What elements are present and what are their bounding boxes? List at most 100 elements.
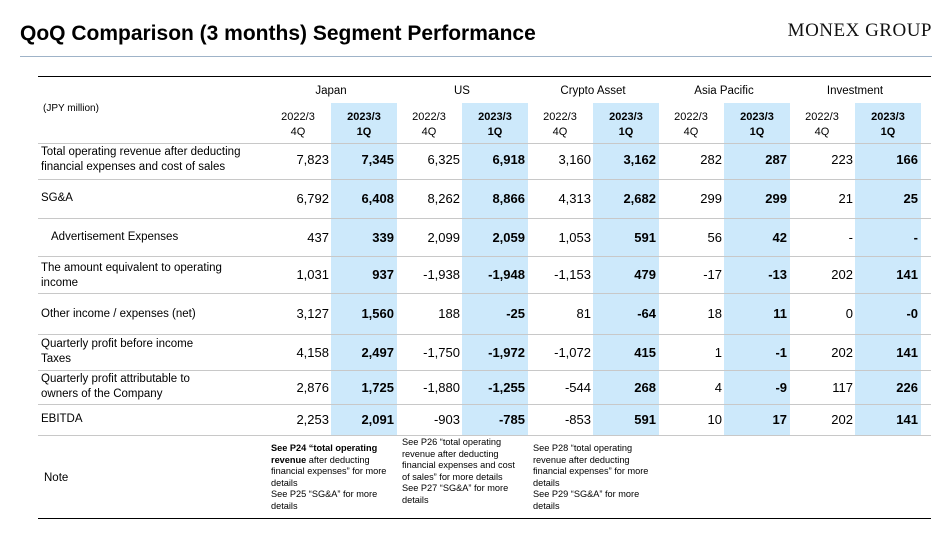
value-cell: -1,880 [423, 380, 460, 395]
value-cell: - [913, 230, 918, 245]
row-divider [38, 179, 931, 180]
value-cell: 339 [372, 230, 394, 245]
row-label-total-revenue: Total operating revenue after deducting … [41, 146, 241, 173]
value-cell: -1,938 [423, 267, 460, 282]
value-cell: 7,823 [296, 152, 329, 167]
segment-header-us: US [454, 85, 470, 97]
value-cell: -25 [506, 306, 525, 321]
value-cell: 25 [903, 191, 918, 206]
value-cell: 2,059 [492, 230, 525, 245]
value-cell: 2,497 [361, 345, 394, 360]
value-cell: -13 [768, 267, 787, 282]
row-label-ebitda: EBITDA [41, 413, 83, 425]
value-cell: 4,158 [296, 345, 329, 360]
value-cell: 299 [765, 191, 787, 206]
company-logo: MONEX GROUP [787, 20, 932, 41]
period-prev: 2022/3 4Q [674, 111, 708, 138]
value-cell: 81 [576, 306, 591, 321]
value-cell: 56 [707, 230, 722, 245]
value-cell: 226 [896, 380, 918, 395]
value-cell: -9 [775, 380, 787, 395]
value-cell: -1 [775, 345, 787, 360]
period-prev: 2022/3 4Q [412, 111, 446, 138]
value-cell: 141 [896, 412, 918, 427]
segment-header-asia: Asia Pacific [694, 85, 754, 97]
table-bottom-border [38, 518, 931, 519]
value-cell: 2,682 [623, 191, 656, 206]
value-cell: 4 [714, 380, 722, 395]
value-cell: -1,153 [554, 267, 591, 282]
value-cell: 223 [831, 152, 853, 167]
note-japan-bold: See P24 “total operating revenue [271, 443, 378, 465]
value-cell: 415 [634, 345, 656, 360]
value-cell: 0 [845, 306, 853, 321]
note-japan-rest: after deducting financial expenses” for … [271, 454, 387, 488]
period-current: 2023/3 1Q [871, 111, 905, 138]
value-cell: -853 [564, 412, 591, 427]
row-divider [38, 435, 931, 436]
row-label-profit-before-tax: Quarterly profit before income Taxes [41, 338, 194, 365]
value-cell: 591 [634, 412, 656, 427]
value-cell: 282 [700, 152, 722, 167]
value-cell: 479 [634, 267, 656, 282]
crypto-current-column [593, 103, 659, 435]
value-cell: 3,162 [623, 152, 656, 167]
row-label-advertisement: Advertisement Expenses [51, 231, 179, 243]
value-cell: 141 [896, 267, 918, 282]
value-cell: 202 [831, 345, 853, 360]
value-cell: 141 [896, 345, 918, 360]
row-label-other-income: Other income / expenses (net) [41, 308, 196, 320]
value-cell: - [848, 230, 853, 245]
value-cell: 6,792 [296, 191, 329, 206]
value-cell: -1,750 [423, 345, 460, 360]
value-cell: 8,262 [427, 191, 460, 206]
period-prev: 2022/3 4Q [281, 111, 315, 138]
value-cell: 1,031 [296, 267, 329, 282]
value-cell: 1,053 [558, 230, 591, 245]
value-cell: 42 [772, 230, 787, 245]
value-cell: -64 [637, 306, 656, 321]
note-us: See P26 “total operating revenue after d… [402, 437, 524, 507]
note-japan: See P24 “total operating revenue after d… [271, 443, 395, 513]
value-cell: 2,091 [361, 412, 394, 427]
row-divider [38, 293, 931, 294]
value-cell: -785 [498, 412, 525, 427]
page-title: QoQ Comparison (3 months) Segment Perfor… [20, 22, 536, 45]
value-cell: -1,972 [488, 345, 525, 360]
title-underline [20, 56, 932, 57]
value-cell: 8,866 [492, 191, 525, 206]
value-cell: 1,725 [361, 380, 394, 395]
period-current: 2023/3 1Q [347, 111, 381, 138]
segment-header-japan: Japan [315, 85, 347, 97]
value-cell: 6,918 [492, 152, 525, 167]
period-current: 2023/3 1Q [740, 111, 774, 138]
period-prev: 2022/3 4Q [805, 111, 839, 138]
segment-header-investment: Investment [826, 85, 884, 97]
segment-header-crypto: Crypto Asset [560, 85, 626, 97]
value-cell: 117 [832, 380, 853, 395]
value-cell: 17 [772, 412, 787, 427]
value-cell: 2,099 [427, 230, 460, 245]
row-divider [38, 370, 931, 371]
value-cell: 1,560 [361, 306, 394, 321]
value-cell: 188 [438, 306, 460, 321]
value-cell: -1,948 [488, 267, 525, 282]
unit-label: (JPY million) [43, 103, 99, 114]
row-label-operating-income: The amount equivalent to operating incom… [41, 262, 222, 289]
value-cell: 4,313 [558, 191, 591, 206]
period-current: 2023/3 1Q [609, 111, 643, 138]
header-divider [38, 143, 931, 144]
value-cell: 166 [896, 152, 918, 167]
value-cell: -17 [703, 267, 722, 282]
note-crypto: See P28 “total operating revenue after d… [533, 443, 655, 513]
value-cell: 3,127 [296, 306, 329, 321]
value-cell: 2,876 [296, 380, 329, 395]
japan-current-column [331, 103, 397, 435]
note-japan-sga: See P25 “SG&A” for more details [271, 489, 378, 511]
value-cell: 937 [372, 267, 394, 282]
row-divider [38, 256, 931, 257]
value-cell: -903 [433, 412, 460, 427]
value-cell: 1 [714, 345, 722, 360]
note-crypto-sga: See P29 “SG&A” for more details [533, 489, 640, 511]
value-cell: 202 [831, 267, 853, 282]
